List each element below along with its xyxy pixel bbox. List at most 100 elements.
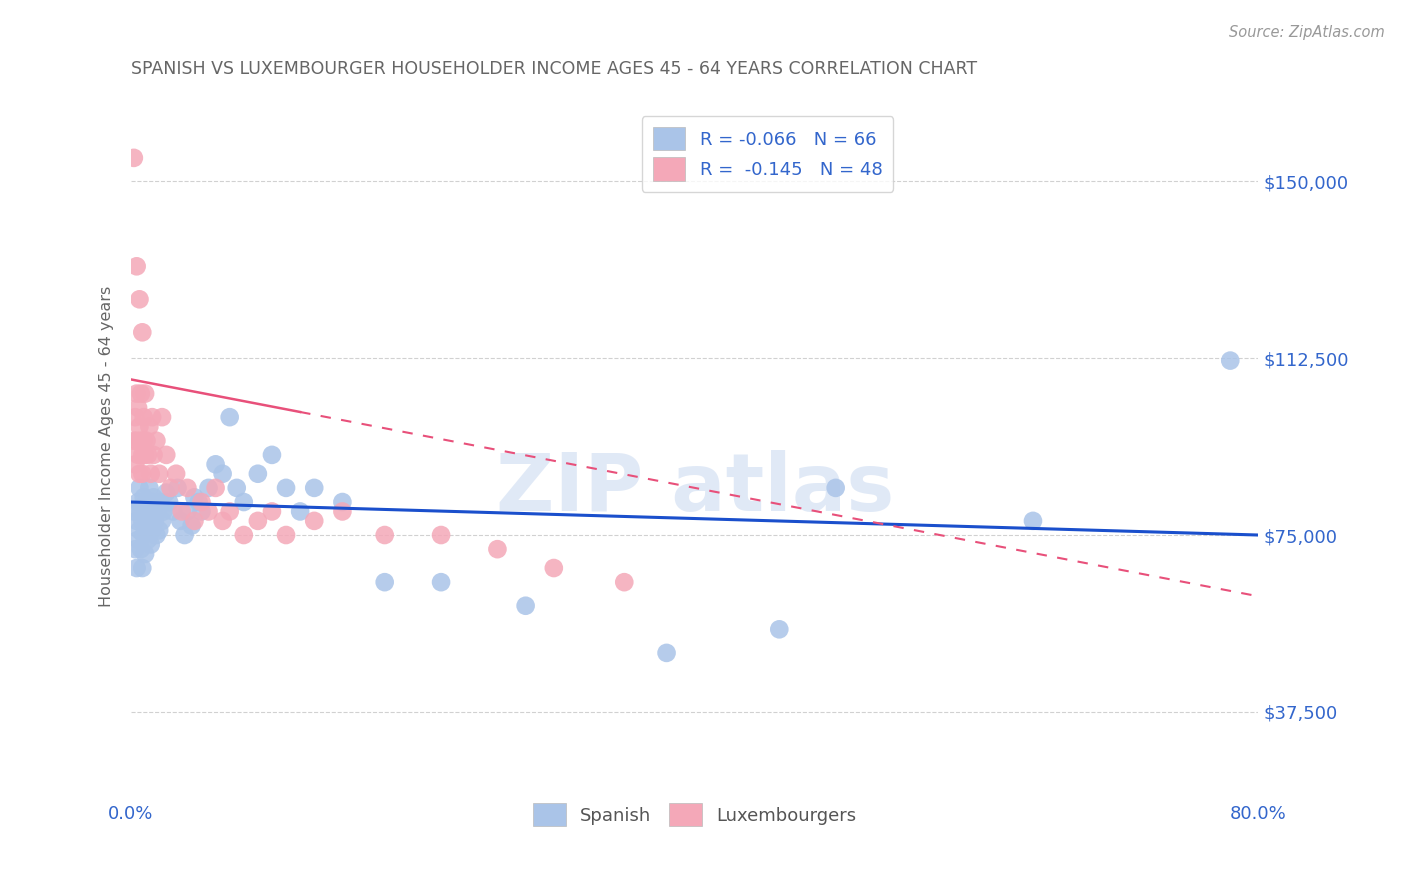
Point <box>135 495 157 509</box>
Point <box>655 646 678 660</box>
Point <box>430 528 453 542</box>
Point <box>122 434 145 448</box>
Point <box>204 458 226 472</box>
Point <box>150 514 173 528</box>
Point <box>134 386 156 401</box>
Point <box>124 542 146 557</box>
Point <box>142 448 165 462</box>
Point <box>143 514 166 528</box>
Point <box>149 495 172 509</box>
Point <box>129 434 152 448</box>
Point <box>127 533 149 547</box>
Point <box>134 547 156 561</box>
Point <box>138 481 160 495</box>
Point <box>332 504 354 518</box>
Point <box>142 509 165 524</box>
Point <box>141 524 163 538</box>
Point <box>166 481 188 495</box>
Point <box>204 481 226 495</box>
Point <box>155 485 177 500</box>
Point <box>132 528 155 542</box>
Point <box>274 481 297 495</box>
Point <box>125 514 148 528</box>
Point <box>232 528 254 542</box>
Point <box>173 528 195 542</box>
Point <box>159 481 181 495</box>
Point <box>274 528 297 542</box>
Point <box>374 528 396 542</box>
Point <box>129 504 152 518</box>
Point <box>260 448 283 462</box>
Point <box>132 434 155 448</box>
Text: ZIP atlas: ZIP atlas <box>495 450 894 528</box>
Point <box>129 542 152 557</box>
Point <box>180 518 202 533</box>
Point <box>246 467 269 481</box>
Point <box>183 514 205 528</box>
Point <box>155 448 177 462</box>
Point <box>131 448 153 462</box>
Point <box>139 467 162 481</box>
Point <box>141 495 163 509</box>
Point <box>176 481 198 495</box>
Point <box>132 410 155 425</box>
Point <box>128 524 150 538</box>
Point <box>139 537 162 551</box>
Legend: Spanish, Luxembourgers: Spanish, Luxembourgers <box>526 796 863 834</box>
Point <box>302 514 325 528</box>
Point <box>131 467 153 481</box>
Point <box>288 504 311 518</box>
Point <box>125 434 148 448</box>
Point <box>135 524 157 538</box>
Point <box>218 410 240 425</box>
Point <box>190 504 212 518</box>
Text: Source: ZipAtlas.com: Source: ZipAtlas.com <box>1229 25 1385 40</box>
Point <box>136 533 159 547</box>
Point <box>232 495 254 509</box>
Point <box>129 386 152 401</box>
Point <box>128 481 150 495</box>
Point <box>176 504 198 518</box>
Point <box>430 575 453 590</box>
Point <box>211 467 233 481</box>
Point <box>127 495 149 509</box>
Point <box>135 434 157 448</box>
Point <box>122 504 145 518</box>
Point <box>128 293 150 307</box>
Point <box>260 504 283 518</box>
Point <box>225 481 247 495</box>
Point <box>127 448 149 462</box>
Point <box>768 623 790 637</box>
Point <box>183 491 205 505</box>
Point <box>145 528 167 542</box>
Point <box>157 495 180 509</box>
Point <box>142 491 165 505</box>
Point <box>486 542 509 557</box>
Point <box>132 491 155 505</box>
Y-axis label: Householder Income Ages 45 - 64 years: Householder Income Ages 45 - 64 years <box>100 286 114 607</box>
Point <box>613 575 636 590</box>
Point <box>145 434 167 448</box>
Point <box>146 504 169 518</box>
Point <box>124 458 146 472</box>
Point <box>190 495 212 509</box>
Point <box>122 151 145 165</box>
Point <box>162 504 184 518</box>
Point <box>152 504 174 518</box>
Point <box>134 509 156 524</box>
Point <box>136 448 159 462</box>
Point <box>138 419 160 434</box>
Point <box>131 514 153 528</box>
Point <box>138 518 160 533</box>
Point <box>136 504 159 518</box>
Point <box>170 504 193 518</box>
Point <box>332 495 354 509</box>
Point <box>125 386 148 401</box>
Point <box>131 561 153 575</box>
Point <box>148 467 170 481</box>
Point <box>302 481 325 495</box>
Point <box>125 561 148 575</box>
Point <box>124 410 146 425</box>
Point <box>246 514 269 528</box>
Text: SPANISH VS LUXEMBOURGER HOUSEHOLDER INCOME AGES 45 - 64 YEARS CORRELATION CHART: SPANISH VS LUXEMBOURGER HOUSEHOLDER INCO… <box>131 60 977 78</box>
